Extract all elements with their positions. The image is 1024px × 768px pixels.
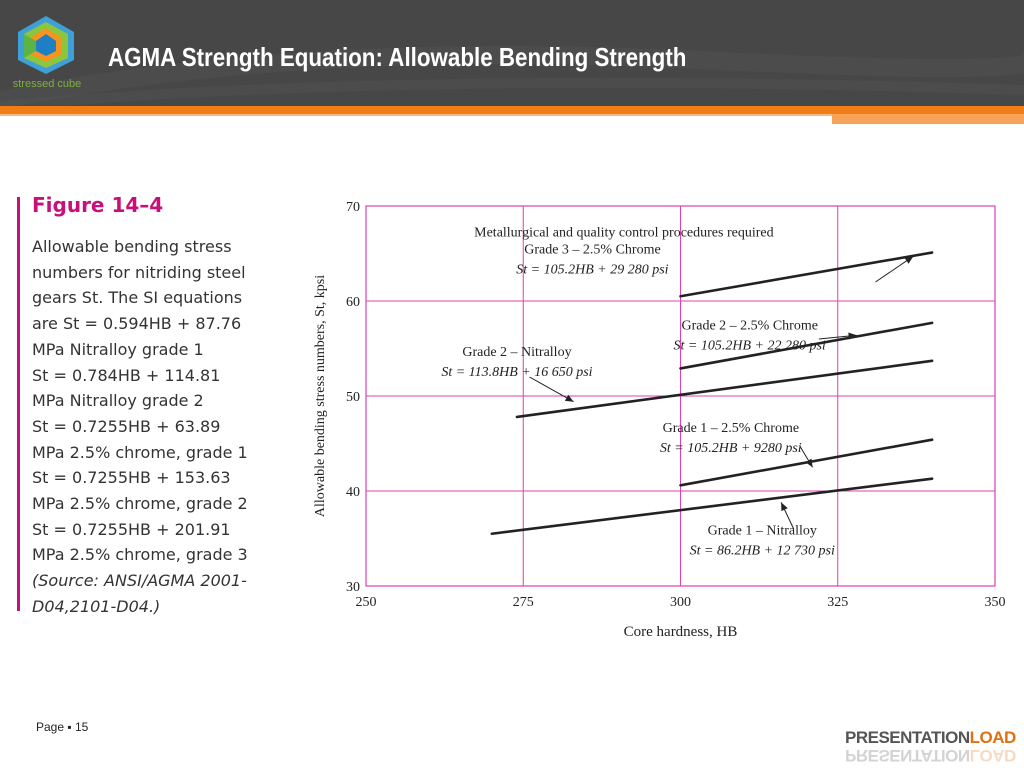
header-orange-tab: [832, 114, 1024, 124]
x-tick-label: 300: [670, 595, 691, 610]
brand-reflection-part-1: PRESENTATION: [845, 746, 970, 765]
caption-line: gears St. The SI equations: [32, 288, 243, 308]
leader-line: [529, 376, 574, 403]
caption-line: MPa Nitralloy grade 2: [32, 391, 204, 411]
series-equation: St = 105.2HB + 29 280 psi: [516, 263, 668, 278]
y-tick-label: 30: [346, 580, 360, 595]
caption-line: MPa 2.5% chrome, grade 2: [32, 494, 248, 514]
caption-accent-bar: [17, 197, 20, 611]
series-line: [679, 251, 934, 298]
caption-line: Allowable bending stress: [32, 237, 232, 256]
x-tick-label: 350: [985, 595, 1006, 610]
chart-annotation: Metallurgical and quality control proced…: [474, 226, 773, 241]
y-tick-label: 70: [346, 200, 360, 215]
brand-reflection-part-2: LOAD: [969, 746, 1016, 765]
header-orange-bar: [0, 106, 1024, 114]
presentationload-logo: PRESENTATIONLOAD: [845, 728, 1016, 748]
caption-line: MPa Nitralloy grade 1: [32, 339, 204, 359]
series-label: Grade 1 – 2.5% Chrome: [663, 421, 799, 436]
x-tick-label: 275: [513, 595, 534, 610]
series-label: Grade 1 – Nitralloy: [708, 524, 817, 539]
caption-line: numbers for nitriding steel: [32, 262, 246, 282]
series-line: [515, 359, 934, 419]
caption-source-line: D04,2101-D04.): [32, 596, 161, 616]
header-swoosh-decoration: [0, 46, 1024, 106]
leader-arrowhead: [904, 256, 914, 264]
series-line: [679, 321, 934, 370]
brand-reflection: PRESENTATIONLOAD: [845, 745, 1016, 765]
stressed-cube-logo: stressed cube: [8, 14, 86, 96]
slide-header: [0, 0, 1024, 106]
series-equation: St = 105.2HB + 22 280 psi: [674, 339, 826, 354]
caption-line: St = 0.784HB + 114.81: [32, 365, 221, 385]
series-equation: St = 113.8HB + 16 650 psi: [441, 365, 592, 380]
caption-source-line: (Source: ANSI/AGMA 2001-: [32, 571, 247, 591]
series-label: Grade 2 – 2.5% Chrome: [681, 319, 817, 334]
figure-caption: Allowable bending stress numbers for nit…: [32, 234, 282, 620]
series-equation: St = 105.2HB + 9280 psi: [660, 441, 802, 456]
caption-line: St = 0.7255HB + 201.91: [32, 519, 231, 539]
cube-logo-icon: [18, 16, 74, 74]
figure-label: Figure 14–4: [32, 193, 164, 217]
x-axis-label: Core hardness, HB: [624, 624, 738, 640]
series-line: [490, 477, 934, 536]
y-axis-label: Allowable bending stress numbers, St, kp…: [313, 275, 328, 517]
series-label: Grade 3 – 2.5% Chrome: [524, 243, 660, 258]
plot-frame: [365, 205, 996, 587]
bending-strength-chart: 250 275 300 325 350 30 40 50 60 70 Core hardness, …: [313, 200, 1006, 640]
caption-line: St = 0.7255HB + 63.89: [32, 416, 221, 436]
brand-part-1: PRESENTATION: [845, 728, 970, 747]
leader-arrowhead: [564, 394, 574, 402]
leader-arrowhead: [781, 502, 788, 512]
x-tick-label: 250: [356, 595, 377, 610]
brand-part-2: LOAD: [969, 728, 1017, 747]
logo-text: stressed cube: [12, 78, 82, 90]
x-tick-label: 325: [827, 595, 848, 610]
caption-line: St = 0.7255HB + 153.63: [32, 468, 231, 488]
y-tick-label: 60: [346, 295, 360, 310]
y-tick-label: 50: [346, 390, 360, 405]
slide-title: AGMA Strength Equation: Allowable Bendin…: [108, 42, 687, 72]
caption-line: MPa 2.5% chrome, grade 1: [32, 442, 248, 462]
leader-arrowhead: [805, 458, 813, 468]
y-tick-label: 40: [346, 485, 360, 500]
caption-line: are St = 0.594HB + 87.76: [32, 314, 242, 334]
header-accent-line: [0, 114, 832, 116]
series-label: Grade 2 – Nitralloy: [462, 345, 571, 360]
page-number: Page ▪ 15: [36, 720, 89, 734]
caption-line: MPa 2.5% chrome, grade 3: [32, 545, 248, 565]
series-equation: St = 86.2HB + 12 730 psi: [690, 544, 835, 559]
leader-arrowhead: [848, 332, 857, 340]
